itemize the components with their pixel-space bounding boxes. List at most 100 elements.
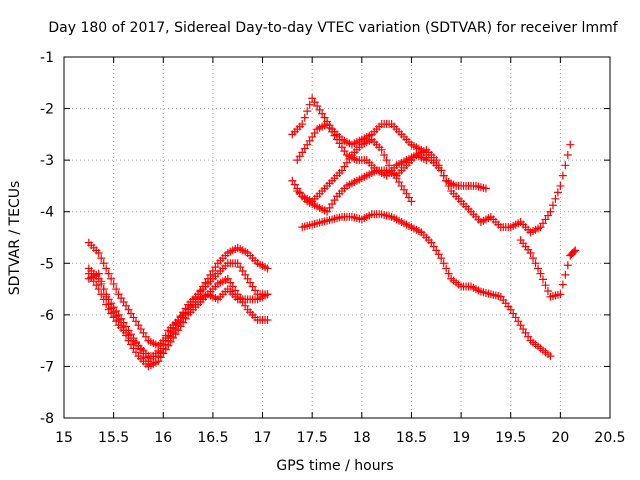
- x-tick-label: 16.5: [197, 430, 228, 446]
- data-point: [263, 290, 272, 299]
- y-tick-label: -2: [40, 102, 54, 118]
- series-arc2: [84, 259, 272, 361]
- data-point: [407, 197, 416, 206]
- data-point: [377, 145, 386, 154]
- data-point: [444, 269, 453, 278]
- series-arc6: [293, 120, 490, 193]
- x-tick-label: 19: [452, 430, 470, 446]
- data-point: [546, 352, 555, 361]
- data-point: [571, 246, 580, 255]
- data-point: [161, 331, 170, 340]
- data-point: [109, 279, 118, 288]
- data-point: [551, 194, 560, 203]
- y-tick-label: -3: [40, 153, 54, 169]
- series-arc8: [293, 150, 431, 216]
- data-point: [556, 290, 565, 299]
- series-arc9: [298, 210, 555, 361]
- data-point: [561, 161, 570, 170]
- series-arc5: [288, 94, 575, 237]
- data-point: [97, 290, 106, 299]
- data-point: [97, 254, 106, 263]
- data-point: [99, 295, 108, 304]
- data-point: [536, 269, 545, 278]
- data-point: [439, 171, 448, 180]
- data-point: [566, 140, 575, 149]
- data-point: [154, 346, 163, 355]
- data-point: [543, 287, 552, 296]
- x-tick-label: 19.5: [495, 430, 526, 446]
- axis-ticks: [63, 56, 611, 419]
- x-tick-label: 18: [353, 430, 371, 446]
- data-point: [303, 107, 312, 116]
- series-arc10: [516, 236, 580, 301]
- series-arc7: [288, 135, 416, 206]
- data-point: [526, 248, 535, 257]
- data-point: [305, 100, 314, 109]
- y-tick-label: -8: [40, 411, 54, 427]
- data-point: [263, 316, 272, 325]
- data-point: [104, 269, 113, 278]
- data-point: [112, 285, 121, 294]
- data-point: [434, 161, 443, 170]
- data-point: [558, 171, 567, 180]
- data-point: [481, 184, 490, 193]
- data-point: [422, 156, 431, 165]
- x-tick-label: 17.5: [297, 430, 328, 446]
- data-point: [529, 254, 538, 263]
- y-tick-label: -5: [40, 256, 54, 272]
- data-point: [541, 281, 550, 290]
- x-tick-label: 15.5: [98, 430, 129, 446]
- data-point: [156, 341, 165, 350]
- chart-title: Day 180 of 2017, Sidereal Day-to-day VTE…: [48, 20, 618, 36]
- grid-lines: [64, 57, 610, 418]
- data-point: [561, 270, 570, 279]
- data-point: [94, 285, 103, 294]
- y-tick-label: -6: [40, 308, 54, 324]
- data-point: [263, 264, 272, 273]
- data-point: [556, 181, 565, 190]
- data-point: [558, 280, 567, 289]
- data-point: [437, 254, 446, 263]
- y-tick-label: -4: [40, 205, 54, 221]
- data-point: [553, 188, 562, 197]
- x-tick-labels: 15 15.5 16 16.5 17 17.5 18 18.5 19 19.5 20 20.5: [55, 430, 626, 446]
- series-arc4: [84, 269, 272, 366]
- data-point: [531, 259, 540, 268]
- data-point: [102, 300, 111, 309]
- data-point: [300, 113, 309, 122]
- x-tick-label: 17: [254, 430, 272, 446]
- x-tick-label: 20: [551, 430, 569, 446]
- y-tick-label: -1: [40, 50, 54, 66]
- data-point: [538, 275, 547, 284]
- data-point: [94, 269, 103, 278]
- data-point: [563, 261, 572, 270]
- x-tick-label: 16: [154, 430, 172, 446]
- data-point: [570, 247, 579, 256]
- data-point: [432, 156, 441, 165]
- data-point: [546, 207, 555, 216]
- data-point: [99, 259, 108, 268]
- data-point: [548, 201, 557, 210]
- y-axis-label: SDTVAR / TECUs: [7, 181, 23, 296]
- data-point: [298, 120, 307, 129]
- data-point: [94, 248, 103, 257]
- data-points: [84, 94, 580, 371]
- data-point: [439, 259, 448, 268]
- y-tick-label: -7: [40, 359, 54, 375]
- data-point: [107, 274, 116, 283]
- x-tick-label: 15: [55, 430, 73, 446]
- plot-frame: [63, 56, 611, 419]
- data-point: [442, 264, 451, 273]
- data-point: [97, 277, 106, 286]
- y-tick-labels: -8 -7 -6 -5 -4 -3 -2 -1: [40, 50, 54, 427]
- data-point: [563, 150, 572, 159]
- data-point: [380, 150, 389, 159]
- data-point: [382, 156, 391, 165]
- data-point: [437, 166, 446, 175]
- x-tick-label: 18.5: [396, 430, 427, 446]
- data-point: [159, 336, 168, 345]
- data-point: [102, 264, 111, 273]
- x-axis-label: GPS time / hours: [276, 458, 393, 474]
- data-point: [534, 264, 543, 273]
